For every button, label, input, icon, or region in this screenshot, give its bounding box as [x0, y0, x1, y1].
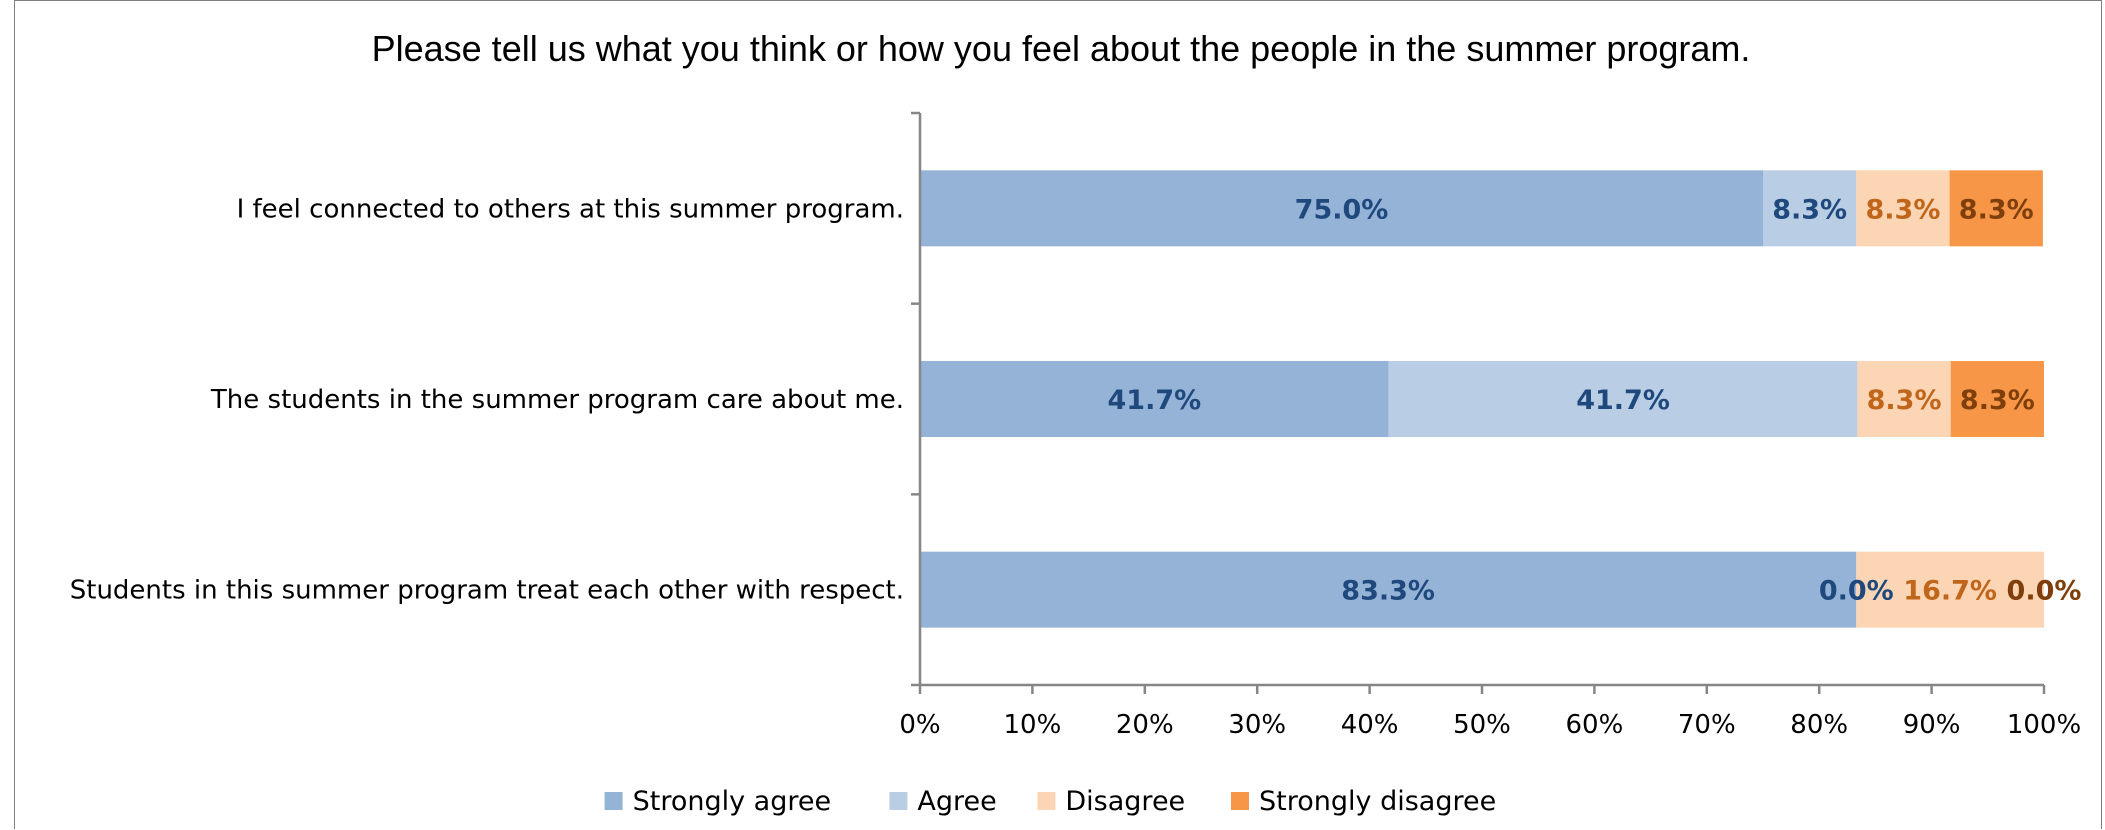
- axes-layer: I feel connected to others at this summe…: [70, 111, 2081, 740]
- data-label-strongly-disagree-3: 0.0%: [2007, 576, 2082, 607]
- data-label-agree-1: 8.3%: [1772, 194, 1847, 225]
- legend-label-strongly-agree: Strongly agree: [633, 786, 831, 817]
- chart-svg: Please tell us what you think or how you…: [70, 28, 2082, 817]
- legend-label-agree: Agree: [917, 786, 996, 817]
- x-tick-label: 50%: [1453, 710, 1511, 740]
- x-tick-label: 100%: [2007, 710, 2081, 740]
- data-label-strongly-agree-2: 41.7%: [1108, 385, 1202, 416]
- chart-frame: Please tell us what you think or how you…: [14, 0, 2102, 829]
- legend-item-strongly-disagree: Strongly disagree: [1231, 786, 1496, 817]
- bar-disagree-1: [1856, 170, 1950, 247]
- bar-disagree-2: [1857, 361, 1951, 437]
- legend-item-strongly-agree: Strongly agree: [604, 786, 831, 817]
- bar-strongly-disagree-1: [1949, 170, 2043, 247]
- chart-title: Please tell us what you think or how you…: [372, 28, 1751, 69]
- bars-layer: [920, 170, 2044, 628]
- bar-strongly-agree-2: [920, 361, 1389, 437]
- category-label-1: I feel connected to others at this summe…: [237, 194, 904, 224]
- bar-strongly-disagree-2: [1950, 361, 2044, 437]
- data-label-disagree-3: 16.7%: [1903, 576, 1997, 607]
- x-tick-label: 0%: [899, 710, 940, 740]
- bar-strongly-agree-3: [920, 551, 1857, 628]
- category-label-3: Students in this summer program treat ea…: [70, 576, 904, 606]
- data-label-agree-2: 41.7%: [1576, 385, 1670, 416]
- legend-swatch-disagree: [1037, 792, 1056, 810]
- data-label-disagree-2: 8.3%: [1867, 385, 1942, 416]
- legend-label-strongly-disagree: Strongly disagree: [1259, 786, 1496, 817]
- legend-swatch-strongly-agree: [604, 792, 623, 810]
- data-label-strongly-disagree-2: 8.3%: [1960, 385, 2035, 416]
- x-tick-label: 10%: [1004, 710, 1062, 740]
- bar-disagree-3: [1856, 551, 2044, 628]
- bar-strongly-agree-1: [920, 170, 1763, 247]
- legend-label-disagree: Disagree: [1065, 786, 1185, 817]
- x-tick-label: 90%: [1903, 710, 1961, 740]
- x-tick-label: 70%: [1678, 710, 1736, 740]
- data-label-disagree-1: 8.3%: [1865, 194, 1940, 225]
- data-label-strongly-disagree-1: 8.3%: [1959, 194, 2034, 225]
- legend-swatch-agree: [889, 792, 908, 810]
- data-labels-layer: 75.0% 8.3% 8.3% 8.3% 41.7% 41.7% 8.3% 8.3% 83.3%…: [1108, 194, 2082, 606]
- data-label-strongly-agree-1: 75.0%: [1295, 194, 1389, 225]
- category-label-2: The students in the summer program care …: [210, 385, 904, 415]
- x-tick-label: 20%: [1116, 710, 1174, 740]
- x-tick-label: 60%: [1566, 710, 1624, 740]
- x-tick-label: 40%: [1341, 710, 1399, 740]
- x-tick-label: 30%: [1228, 710, 1286, 740]
- legend: Strongly agree Agree Disagree Strongly disa…: [604, 786, 1496, 817]
- data-label-agree-3: 0.0%: [1819, 576, 1894, 607]
- legend-swatch-strongly-disagree: [1231, 792, 1249, 810]
- x-tick-label: 80%: [1790, 710, 1848, 740]
- legend-item-agree: Agree: [889, 786, 997, 817]
- bar-agree-2: [1388, 361, 1858, 437]
- data-label-strongly-agree-3: 83.3%: [1341, 576, 1435, 607]
- legend-item-disagree: Disagree: [1037, 786, 1185, 817]
- bar-agree-1: [1763, 170, 1857, 247]
